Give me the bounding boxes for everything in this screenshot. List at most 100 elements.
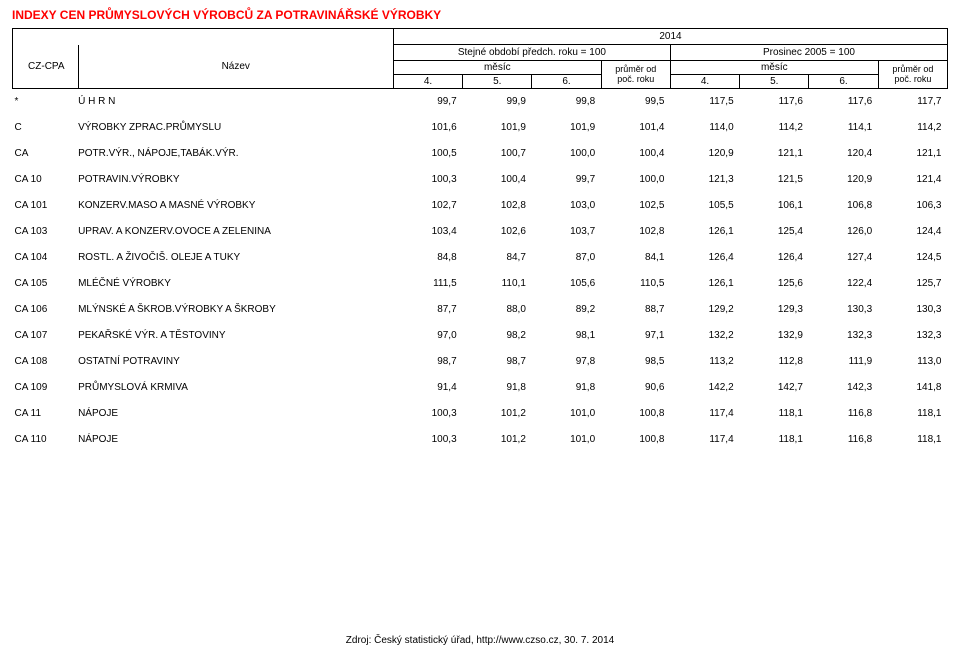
row-value: 117,4 (670, 427, 739, 453)
row-value: 102,5 (601, 193, 670, 219)
table-row: CVÝROBKY ZPRAC.PRŮMYSLU101,6101,9101,910… (13, 115, 948, 141)
header-avg2a: poč. roku (617, 74, 654, 84)
row-code: CA 110 (13, 427, 79, 453)
header-mesic-2: měsíc (670, 61, 878, 75)
row-name: Ú H R N (78, 89, 393, 115)
row-name: PEKAŘSKÉ VÝR. A TĚSTOVINY (78, 323, 393, 349)
header-mesic-1: měsíc (393, 61, 601, 75)
row-code: CA 10 (13, 167, 79, 193)
row-value: 110,5 (601, 271, 670, 297)
row-name: NÁPOJE (78, 401, 393, 427)
row-name: NÁPOJE (78, 427, 393, 453)
row-value: 129,2 (670, 297, 739, 323)
header-base1: Stejné období předch. roku = 100 (393, 45, 670, 61)
row-value: 125,7 (878, 271, 947, 297)
row-value: 101,2 (463, 427, 532, 453)
row-value: 124,5 (878, 245, 947, 271)
row-code: CA 107 (13, 323, 79, 349)
row-value: 98,1 (532, 323, 601, 349)
row-value: 99,8 (532, 89, 601, 115)
row-name: POTR.VÝR., NÁPOJE,TABÁK.VÝR. (78, 141, 393, 167)
row-name: KONZERV.MASO A MASNÉ VÝROBKY (78, 193, 393, 219)
row-value: 126,1 (670, 271, 739, 297)
row-value: 91,4 (393, 375, 462, 401)
row-value: 120,9 (809, 167, 878, 193)
row-value: 103,4 (393, 219, 462, 245)
row-value: 100,4 (463, 167, 532, 193)
row-value: 124,4 (878, 219, 947, 245)
row-value: 103,7 (532, 219, 601, 245)
row-value: 130,3 (878, 297, 947, 323)
row-value: 126,4 (670, 245, 739, 271)
header-base2: Prosinec 2005 = 100 (670, 45, 947, 61)
row-value: 102,8 (601, 219, 670, 245)
table-row: CA 11NÁPOJE100,3101,2101,0100,8117,4118,… (13, 401, 948, 427)
header-m5-b: 5. (740, 75, 809, 89)
row-value: 121,1 (878, 141, 947, 167)
row-value: 120,4 (809, 141, 878, 167)
table-row: CA 101KONZERV.MASO A MASNÉ VÝROBKY102,71… (13, 193, 948, 219)
row-value: 114,0 (670, 115, 739, 141)
row-value: 113,2 (670, 349, 739, 375)
row-value: 84,7 (463, 245, 532, 271)
row-code: * (13, 89, 79, 115)
row-code: CA 11 (13, 401, 79, 427)
row-value: 142,3 (809, 375, 878, 401)
header-czcpa: CZ-CPA (13, 45, 79, 89)
header-avg2b: poč. roku (894, 74, 931, 84)
row-value: 98,7 (393, 349, 462, 375)
row-value: 105,6 (532, 271, 601, 297)
row-code: CA 105 (13, 271, 79, 297)
row-value: 117,6 (740, 89, 809, 115)
row-value: 99,9 (463, 89, 532, 115)
row-value: 105,5 (670, 193, 739, 219)
row-value: 118,1 (740, 401, 809, 427)
row-value: 141,8 (878, 375, 947, 401)
row-value: 125,4 (740, 219, 809, 245)
row-value: 100,7 (463, 141, 532, 167)
row-value: 126,0 (809, 219, 878, 245)
row-value: 106,8 (809, 193, 878, 219)
row-value: 142,7 (740, 375, 809, 401)
row-value: 98,2 (463, 323, 532, 349)
row-value: 101,9 (532, 115, 601, 141)
row-value: 118,1 (878, 427, 947, 453)
row-value: 114,2 (878, 115, 947, 141)
row-code: CA 106 (13, 297, 79, 323)
row-value: 101,2 (463, 401, 532, 427)
row-name: OSTATNÍ POTRAVINY (78, 349, 393, 375)
row-value: 87,7 (393, 297, 462, 323)
row-value: 98,7 (463, 349, 532, 375)
row-value: 122,4 (809, 271, 878, 297)
row-value: 97,1 (601, 323, 670, 349)
row-value: 126,4 (740, 245, 809, 271)
row-value: 101,9 (463, 115, 532, 141)
row-value: 88,0 (463, 297, 532, 323)
row-code: C (13, 115, 79, 141)
row-value: 101,4 (601, 115, 670, 141)
row-code: CA 104 (13, 245, 79, 271)
row-value: 114,2 (740, 115, 809, 141)
row-value: 130,3 (809, 297, 878, 323)
row-value: 100,8 (601, 427, 670, 453)
row-value: 114,1 (809, 115, 878, 141)
row-value: 106,1 (740, 193, 809, 219)
row-value: 97,8 (532, 349, 601, 375)
table-row: CA 109PRŮMYSLOVÁ KRMIVA91,491,891,890,61… (13, 375, 948, 401)
row-value: 111,9 (809, 349, 878, 375)
row-value: 101,0 (532, 401, 601, 427)
row-value: 129,3 (740, 297, 809, 323)
row-value: 99,7 (393, 89, 462, 115)
row-code: CA 101 (13, 193, 79, 219)
row-value: 103,0 (532, 193, 601, 219)
row-value: 113,0 (878, 349, 947, 375)
row-value: 91,8 (532, 375, 601, 401)
header-m5-a: 5. (463, 75, 532, 89)
row-value: 102,8 (463, 193, 532, 219)
row-value: 117,4 (670, 401, 739, 427)
row-name: POTRAVIN.VÝROBKY (78, 167, 393, 193)
row-code: CA 109 (13, 375, 79, 401)
row-code: CA 103 (13, 219, 79, 245)
row-value: 100,0 (532, 141, 601, 167)
row-name: ROSTL. A ŽIVOČIŠ. OLEJE A TUKY (78, 245, 393, 271)
